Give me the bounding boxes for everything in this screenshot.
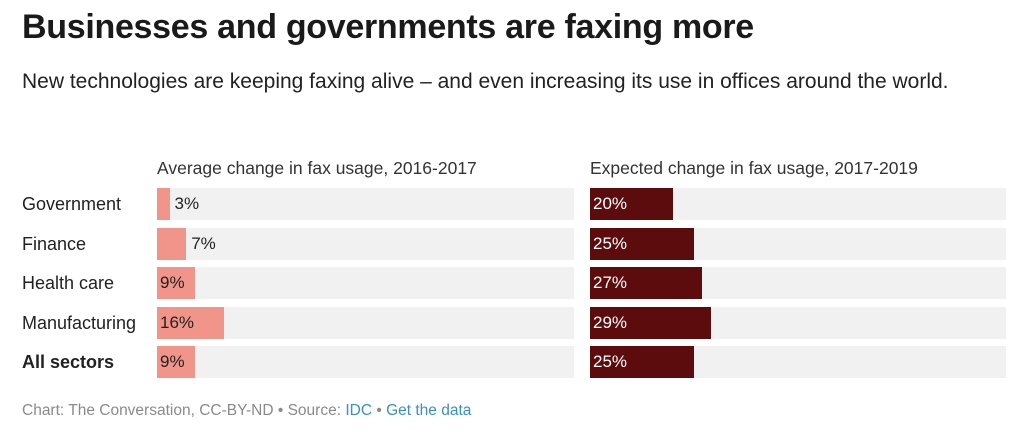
category-label: Government [22, 194, 122, 214]
bar-track: 3% [157, 188, 574, 220]
bar-track: 25% [590, 228, 1006, 260]
value-label: 20% [593, 194, 628, 213]
left-panel-header: Average change in fax usage, 2016-2017 [157, 158, 477, 178]
value-label: 7% [191, 234, 216, 253]
chart-credit: Chart: The Conversation, CC-BY-ND [22, 402, 274, 419]
bar-track: 16% [157, 307, 574, 339]
bar-track: 9% [157, 346, 574, 378]
category-label: Health care [22, 273, 115, 293]
bar-2016-2017 [157, 346, 195, 378]
bar-track: 25% [590, 346, 1006, 378]
bar-track: 20% [590, 188, 1006, 220]
value-label: 29% [593, 313, 628, 332]
value-label: 9% [160, 273, 185, 292]
bar-2017-2019 [590, 228, 694, 260]
value-label: 25% [593, 234, 628, 253]
chart-footer: Chart: The Conversation, CC-BY-ND • Sour… [22, 402, 471, 420]
footer-separator-2: • [372, 402, 387, 419]
bar-2017-2019 [590, 307, 711, 339]
chart-title: Businesses and governments are faxing mo… [22, 8, 754, 46]
bar-2016-2017 [157, 228, 187, 260]
bar-2016-2017 [157, 188, 170, 220]
category-label: Manufacturing [22, 313, 137, 333]
bar-2017-2019 [590, 346, 694, 378]
bar-2016-2017 [157, 267, 195, 299]
category-label: All sectors [22, 352, 115, 372]
get-the-data-link[interactable]: Get the data [386, 402, 472, 419]
bar-2016-2017 [157, 307, 224, 339]
bar-track: 7% [157, 228, 574, 260]
value-label: 3% [174, 194, 200, 213]
bar-2017-2019 [590, 188, 674, 220]
bar-track: 29% [590, 307, 1006, 339]
chart-subtitle: New technologies are keeping faxing aliv… [22, 70, 949, 93]
value-label: 16% [160, 313, 195, 332]
value-label: 25% [593, 352, 628, 371]
value-label: 27% [593, 273, 628, 292]
category-label: Finance [22, 234, 87, 254]
bar-track: 27% [590, 267, 1006, 299]
bar-track: 9% [157, 267, 574, 299]
value-label: 9% [160, 352, 185, 371]
footer-separator: • [273, 402, 288, 419]
source-link[interactable]: IDC [345, 402, 373, 419]
bar-2017-2019 [590, 267, 703, 299]
source-prefix: Source: [287, 402, 346, 419]
right-panel-header: Expected change in fax usage, 2017-2019 [590, 158, 918, 178]
